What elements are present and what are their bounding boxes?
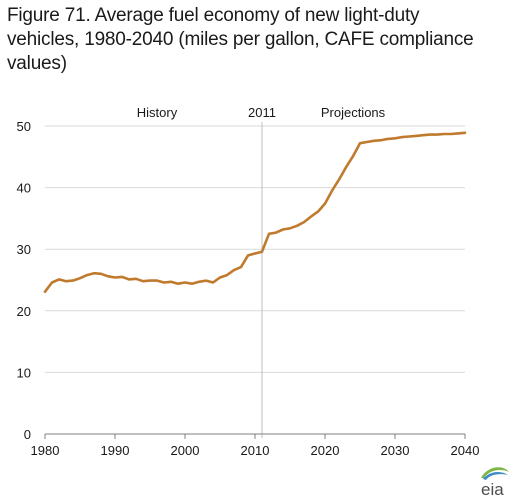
eia-logo-icon: eia bbox=[481, 467, 509, 499]
y-tick-label: 40 bbox=[17, 181, 31, 196]
eia-logo-text: eia bbox=[481, 480, 504, 499]
y-tick-label: 20 bbox=[17, 304, 31, 319]
chart-title: Figure 71. Average fuel economy of new l… bbox=[7, 5, 474, 74]
series-line-fuel-economy bbox=[43, 131, 467, 294]
series bbox=[43, 131, 467, 294]
x-tick-label: 1980 bbox=[31, 443, 60, 458]
y-tick-label: 50 bbox=[17, 119, 31, 134]
annotations: 2011 History Projections bbox=[137, 105, 386, 120]
divider-label: 2011 bbox=[248, 105, 276, 120]
x-tick-label: 2000 bbox=[171, 443, 200, 458]
y-tick-label: 10 bbox=[17, 365, 31, 380]
annotation-projections: Projections bbox=[321, 105, 386, 120]
y-tick-label: 0 bbox=[24, 427, 31, 442]
x-tick-label: 2030 bbox=[381, 443, 410, 458]
x-tick-label: 2040 bbox=[451, 443, 480, 458]
annotation-history: History bbox=[137, 105, 178, 120]
x-tick-label: 2020 bbox=[311, 443, 340, 458]
x-tick-label: 2010 bbox=[241, 443, 270, 458]
axes bbox=[44, 433, 466, 439]
x-tick-label: 1990 bbox=[101, 443, 130, 458]
y-tick-label: 30 bbox=[17, 242, 31, 257]
gridlines bbox=[45, 125, 465, 373]
